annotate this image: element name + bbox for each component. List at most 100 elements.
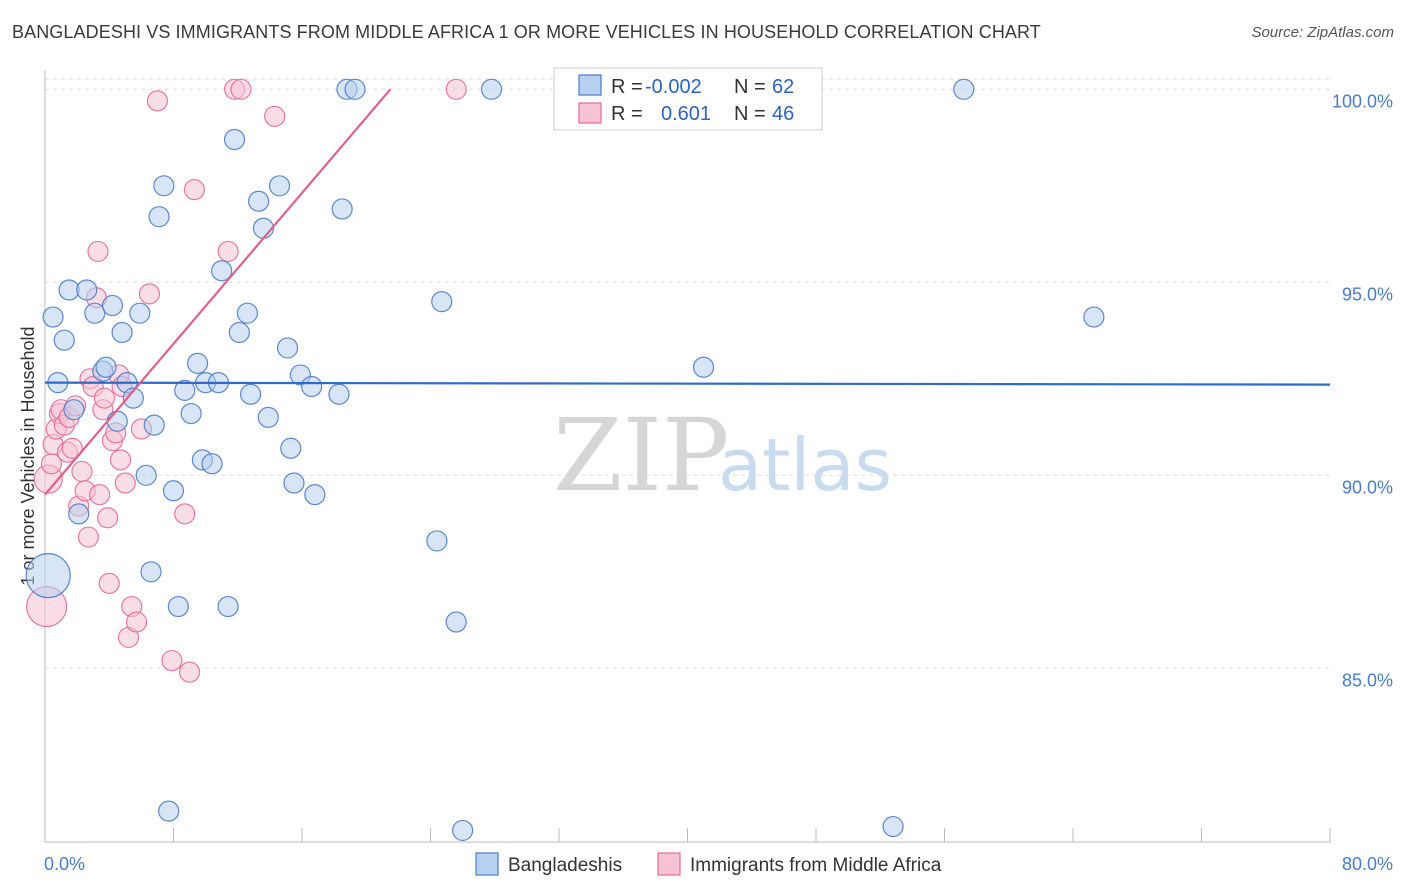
legend-n-value-1: 62	[772, 76, 794, 98]
point-bangladeshis	[301, 375, 323, 398]
point-immigrants-middle-africa	[138, 283, 161, 305]
legend-n-value-2: 46	[772, 103, 794, 125]
point-bangladeshis	[248, 190, 270, 212]
point-bangladeshis	[344, 78, 366, 100]
point-bangladeshis	[186, 352, 209, 374]
chart-title: BANGLADESHI VS IMMIGRANTS FROM MIDDLE AF…	[12, 22, 1041, 42]
point-immigrants-middle-africa	[217, 240, 239, 263]
point-bangladeshis	[445, 611, 467, 633]
point-immigrants-middle-africa	[71, 460, 93, 483]
point-bangladeshis	[692, 356, 715, 378]
point-bangladeshis	[68, 503, 90, 525]
point-bangladeshis	[42, 306, 64, 328]
point-immigrants-middle-africa	[61, 437, 83, 459]
legend-r-value-2: 0.601	[661, 103, 711, 125]
series-legend: Bangladeshis Immigrants from Middle Afri…	[475, 852, 942, 876]
point-bangladeshis	[143, 414, 165, 436]
y-tick-label: 100.0%	[1332, 91, 1393, 111]
point-bangladeshis	[111, 321, 133, 344]
point-bangladeshis	[276, 337, 299, 359]
y-tick-label: 95.0%	[1342, 284, 1393, 304]
legend-r-label-2: R =	[611, 103, 643, 125]
point-immigrants-middle-africa	[264, 105, 286, 127]
legend-n-label-2: N =	[734, 103, 766, 125]
legend-swatch-pink	[578, 102, 602, 124]
legend-n-label-1: N =	[734, 76, 766, 98]
bottom-legend-label-blue: Bangladeshis	[508, 855, 622, 876]
trend-lines	[44, 88, 1331, 496]
point-bangladeshis	[167, 595, 189, 618]
bottom-legend-swatch-blue	[475, 852, 499, 876]
point-bangladeshis	[268, 175, 291, 197]
trend-line-bangladeshis	[44, 381, 1331, 386]
point-bangladeshis	[304, 484, 326, 506]
point-bangladeshis	[223, 128, 246, 151]
legend-r-value-1: -0.002	[645, 76, 702, 98]
point-bangladeshis	[153, 175, 175, 197]
bottom-legend-swatch-pink	[657, 852, 681, 876]
series-immigrants-middle-africa	[26, 78, 467, 683]
point-immigrants-middle-africa	[125, 611, 148, 633]
point-bangladeshis	[174, 379, 196, 401]
y-tick-labels: 85.0% 90.0% 95.0% 100.0%	[1332, 91, 1393, 690]
point-immigrants-middle-africa	[161, 649, 183, 672]
point-immigrants-middle-africa	[114, 472, 136, 494]
point-bangladeshis	[140, 561, 162, 583]
point-bangladeshis	[129, 302, 151, 324]
point-bangladeshis	[283, 472, 305, 494]
point-immigrants-middle-africa	[109, 449, 132, 471]
point-bangladeshis	[84, 302, 106, 324]
point-bangladeshis	[431, 291, 453, 313]
point-bangladeshis	[95, 356, 117, 378]
point-bangladeshis	[25, 553, 71, 599]
point-immigrants-middle-africa	[98, 572, 120, 594]
point-bangladeshis	[135, 464, 157, 486]
point-bangladeshis	[480, 78, 503, 100]
point-immigrants-middle-africa	[230, 78, 252, 100]
y-tick-label: 85.0%	[1342, 670, 1393, 690]
point-immigrants-middle-africa	[89, 484, 111, 506]
point-immigrants-middle-africa	[77, 526, 99, 548]
y-axis-label: 1 or more Vehicles in Household	[18, 326, 38, 585]
point-immigrants-middle-africa	[178, 661, 201, 683]
point-bangladeshis	[217, 595, 239, 618]
point-bangladeshis	[101, 294, 124, 317]
watermark-zip: ZIP	[553, 397, 729, 514]
point-bangladeshis	[201, 453, 223, 475]
point-immigrants-middle-africa	[146, 90, 169, 112]
point-bangladeshis	[162, 480, 185, 502]
source-label: Source: ZipAtlas.com	[1251, 24, 1394, 41]
point-bangladeshis	[882, 815, 904, 838]
point-immigrants-middle-africa	[93, 387, 116, 409]
legend-swatch-blue	[578, 74, 602, 96]
point-bangladeshis	[257, 406, 279, 428]
point-bangladeshis	[58, 279, 80, 301]
point-bangladeshis	[1083, 306, 1105, 328]
watermark: ZIP atlas	[553, 397, 892, 514]
point-immigrants-middle-africa	[87, 240, 109, 263]
point-bangladeshis	[328, 383, 350, 405]
legend-r-label-1: R =	[611, 76, 643, 98]
bottom-legend-label-pink: Immigrants from Middle Africa	[690, 855, 942, 876]
point-bangladeshis	[331, 198, 353, 220]
point-bangladeshis	[53, 329, 75, 351]
point-immigrants-middle-africa	[445, 78, 467, 100]
point-bangladeshis	[953, 78, 975, 100]
y-tick-label: 90.0%	[1342, 477, 1393, 497]
x-tick-labels: 0.0% 80.0%	[44, 854, 1393, 874]
point-bangladeshis	[148, 206, 170, 228]
point-bangladeshis	[280, 437, 302, 459]
gridlines	[45, 78, 1330, 669]
point-bangladeshis	[122, 387, 144, 409]
point-bangladeshis	[180, 402, 202, 425]
point-bangladeshis	[228, 321, 250, 344]
correlation-legend: R = -0.002 N = 62 R = 0.601 N = 46	[553, 67, 823, 131]
point-bangladeshis	[236, 302, 258, 324]
point-immigrants-middle-africa	[183, 179, 205, 201]
point-bangladeshis	[76, 279, 98, 301]
point-bangladeshis	[158, 800, 180, 822]
watermark-atlas: atlas	[718, 423, 892, 507]
x-tick-label: 80.0%	[1342, 854, 1393, 874]
point-bangladeshis	[63, 399, 85, 421]
